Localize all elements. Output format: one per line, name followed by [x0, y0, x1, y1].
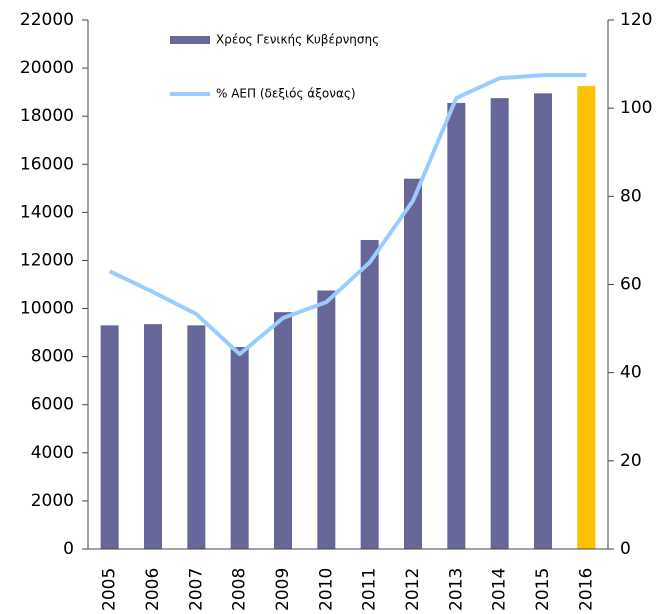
x-tick-label: 2015 [533, 568, 553, 611]
y2-tick-label: 20 [620, 451, 642, 471]
y-tick-label: 18000 [20, 106, 74, 126]
legend-label: % ΑΕΠ (δεξιός άξονας) [216, 87, 356, 101]
x-tick-label: 2009 [273, 568, 293, 611]
y2-tick-label: 40 [620, 363, 642, 383]
line [108, 73, 587, 357]
bar [187, 325, 206, 549]
bar [404, 178, 422, 549]
y-tick-label: 2000 [31, 491, 74, 511]
x-tick-label: 2014 [490, 568, 510, 611]
x-tick-label: 2011 [360, 568, 380, 611]
x-tick-label: 2008 [230, 568, 250, 611]
y2-tick-label: 100 [620, 98, 652, 118]
bar [274, 312, 292, 549]
bar [360, 240, 379, 549]
y-tick-label: 12000 [20, 250, 74, 270]
y-tick-label: 6000 [31, 395, 74, 415]
y-tick-label: 0 [63, 539, 74, 559]
x-tick-label: 2012 [403, 568, 423, 611]
x-tick-label: 2013 [446, 568, 466, 611]
legend-label: Χρέος Γενικής Κυβέρνησης [216, 33, 379, 47]
x-tick-label: 2006 [143, 568, 163, 611]
bar [317, 290, 336, 549]
bar [144, 324, 162, 549]
bar [577, 86, 596, 549]
bar [490, 98, 509, 549]
bar [534, 93, 552, 550]
legend-swatch [170, 36, 210, 44]
y2-tick-label: 0 [620, 539, 631, 559]
x-tick-label: 2005 [100, 568, 120, 611]
y-tick-label: 22000 [20, 10, 74, 30]
bar [447, 102, 466, 549]
bar [230, 347, 249, 549]
y-tick-label: 20000 [20, 58, 74, 78]
y-tick-label: 14000 [20, 202, 74, 222]
y-tick-label: 8000 [31, 347, 74, 367]
x-tick-label: 2016 [576, 568, 596, 611]
y-tick-label: 4000 [31, 443, 74, 463]
y2-tick-label: 80 [620, 186, 642, 206]
y-tick-label: 10000 [20, 299, 74, 319]
x-tick-label: 2010 [316, 568, 336, 611]
x-tick-label: 2007 [186, 568, 206, 611]
y-tick-label: 16000 [20, 154, 74, 174]
bar [100, 325, 119, 549]
y2-tick-label: 120 [620, 10, 652, 30]
y2-tick-label: 60 [620, 275, 642, 295]
